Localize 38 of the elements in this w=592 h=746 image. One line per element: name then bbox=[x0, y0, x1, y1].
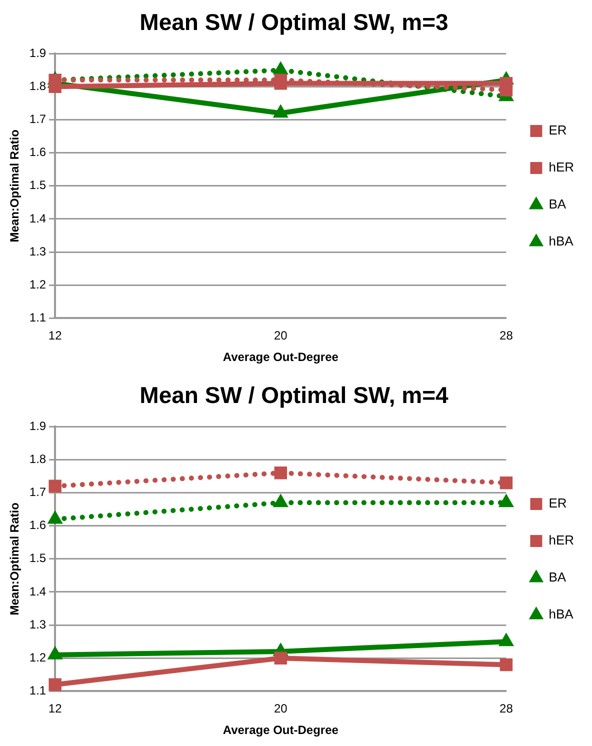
y-tick-label: 1.2 bbox=[29, 650, 46, 664]
legend-label: hER bbox=[548, 160, 574, 175]
x-tick-label: 20 bbox=[274, 702, 288, 716]
y-tick-label: 1.7 bbox=[29, 112, 46, 126]
y-tick-label: 1.1 bbox=[29, 310, 46, 325]
chart-title: Mean SW / Optimal SW, m=4 bbox=[140, 382, 449, 408]
y-axis-title: Mean:Optimal Ratio bbox=[8, 130, 22, 242]
x-tick-label: 12 bbox=[48, 328, 62, 343]
y-tick-label: 1.8 bbox=[29, 452, 46, 466]
y-tick-label: 1.3 bbox=[29, 244, 46, 258]
y-tick-label: 1.6 bbox=[29, 518, 46, 532]
y-tick-label: 1.2 bbox=[29, 277, 46, 292]
y-tick-label: 1.9 bbox=[29, 418, 46, 433]
legend-label: hBA bbox=[548, 234, 574, 249]
x-tick-label: 20 bbox=[274, 328, 288, 343]
y-tick-label: 1.7 bbox=[29, 485, 46, 500]
legend-label: ER bbox=[548, 122, 567, 138]
x-tick-label: 28 bbox=[500, 328, 514, 343]
x-tick-label: 28 bbox=[500, 702, 514, 716]
x-tick-label: 12 bbox=[48, 702, 62, 716]
y-tick-label: 1.1 bbox=[29, 684, 46, 698]
y-tick-label: 1.9 bbox=[29, 46, 46, 60]
y-tick-label: 1.5 bbox=[29, 551, 46, 566]
legend-label: ER bbox=[548, 496, 567, 511]
legend-label: hBA bbox=[548, 606, 574, 622]
y-tick-label: 1.8 bbox=[29, 78, 46, 93]
legend-label: BA bbox=[548, 196, 566, 212]
y-tick-label: 1.4 bbox=[29, 211, 46, 226]
chart-title: Mean SW / Optimal SW, m=3 bbox=[140, 9, 448, 36]
x-axis-title: Average Out-Degree bbox=[222, 723, 339, 738]
y-tick-label: 1.6 bbox=[29, 145, 46, 160]
x-axis-title: Average Out-Degree bbox=[222, 350, 339, 364]
y-tick-label: 1.5 bbox=[29, 178, 46, 192]
y-tick-label: 1.3 bbox=[29, 617, 46, 632]
legend-label: hER bbox=[548, 532, 574, 548]
y-tick-label: 1.4 bbox=[29, 584, 46, 598]
legend-label: BA bbox=[548, 570, 566, 585]
y-axis-title: Mean:Optimal Ratio bbox=[8, 502, 22, 616]
